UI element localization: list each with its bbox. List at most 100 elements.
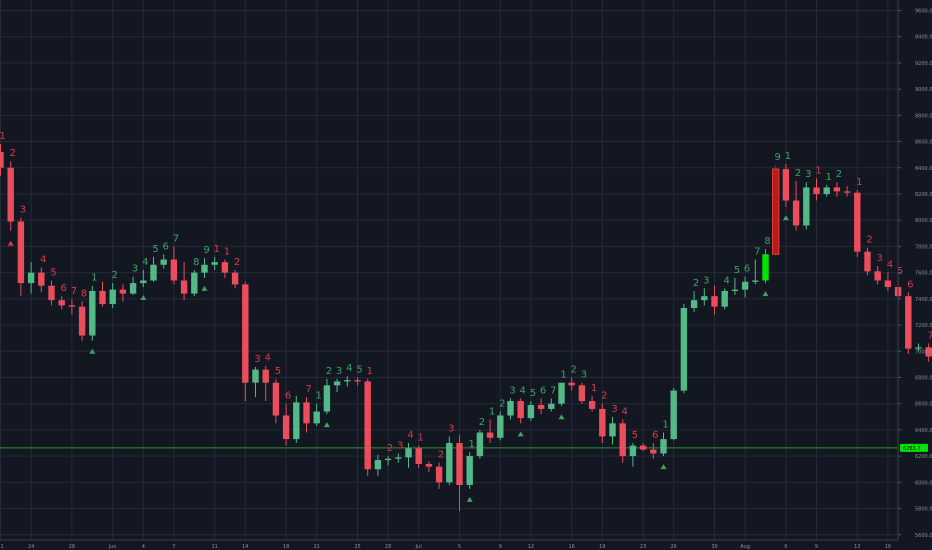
x-tick-label: 23 <box>640 544 646 550</box>
candle-body <box>129 283 137 294</box>
x-tick-label: 28 <box>69 544 75 550</box>
candle-body <box>282 415 290 440</box>
y-tick-label: 6200.0 <box>915 454 932 460</box>
buy-arrow-icon <box>517 431 524 437</box>
x-tick-label: 4 <box>142 544 145 550</box>
buy-setup-count: 3 <box>336 366 342 377</box>
candle-body <box>242 284 249 383</box>
price-axis[interactable]: 5600.05800.06000.06200.06400.06600.06800… <box>897 0 932 540</box>
y-tick-label: 5800.0 <box>915 507 932 513</box>
buy-setup-count: 6 <box>540 385 546 396</box>
candle-body <box>395 457 402 459</box>
candle-body <box>293 402 300 440</box>
candle-body <box>854 192 861 252</box>
sell-setup-count: 4 <box>40 254 46 265</box>
x-tick-label: 11 <box>212 544 218 550</box>
candle-body <box>884 280 892 288</box>
sell-setup-count: 2 <box>438 450 444 461</box>
buy-setup-count: 2 <box>479 417 485 428</box>
y-tick-label: 8200.0 <box>915 192 932 198</box>
buy-setup-count: 3 <box>509 385 515 396</box>
buy-setup-count: 7 <box>173 233 179 244</box>
buy-setup-count: 5 <box>530 388 536 399</box>
sell-setup-count: 1 <box>0 131 6 142</box>
candle-body <box>476 432 484 457</box>
candle-body <box>374 460 382 470</box>
candle-body <box>599 408 606 437</box>
candle-body <box>629 445 637 457</box>
candle-body <box>833 187 841 192</box>
candle-body <box>690 300 698 309</box>
candle-body <box>7 167 14 222</box>
sell-setup-count: 2 <box>866 235 872 246</box>
candle-body <box>191 272 198 294</box>
buy-setup-count: 2 <box>499 399 505 410</box>
sell-setup-count: 3 <box>20 205 26 216</box>
sell-setup-count: 2 <box>234 257 240 268</box>
sell-setup-count: 1 <box>591 383 597 394</box>
sell-setup-count: 6 <box>652 430 658 441</box>
y-tick-label: 9400.0 <box>915 35 932 41</box>
candle-body <box>874 271 881 281</box>
buy-arrow-icon <box>89 348 96 354</box>
y-tick-label: 6000.0 <box>915 480 932 486</box>
sell-setup-count: 4 <box>887 260 893 271</box>
buy-setup-count: 1 <box>91 273 97 284</box>
buy-setup-count: 6 <box>163 241 169 252</box>
buy-setup-count: 2 <box>693 278 699 289</box>
y-tick-label: 7600.0 <box>915 271 932 277</box>
buy-setup-count: 2 <box>836 169 842 180</box>
candle-body <box>211 262 218 265</box>
buy-setup-count: 3 <box>805 169 811 180</box>
buy-arrow-icon <box>762 291 769 297</box>
x-tick-label: 16 <box>569 544 575 550</box>
buy-setup-count: 3 <box>581 370 587 381</box>
buy-setup-count: 4 <box>520 385 526 396</box>
time-axis[interactable]: 21 24 28 Jun 4 7 11 14 18 21 25 28 Jul 5 9 12 16 19 23 26 30… <box>0 539 898 550</box>
candle-body <box>670 390 677 440</box>
y-tick-label: 7400.0 <box>915 297 932 303</box>
buy-setup-count: 1 <box>785 151 791 162</box>
candle-body <box>537 405 545 409</box>
x-tick-label: 14 <box>242 544 248 550</box>
candle-body <box>170 259 178 281</box>
candle-body <box>660 439 667 454</box>
x-tick-label: 21 <box>314 544 320 550</box>
buy-setup-count: 4 <box>724 275 730 286</box>
x-tick-label: Jul <box>415 544 422 550</box>
candle-body <box>803 187 810 226</box>
candle-body <box>486 432 494 438</box>
x-tick-label: 5 <box>458 544 461 550</box>
y-tick-label: 6600.0 <box>915 402 932 408</box>
candle-body <box>568 382 575 386</box>
candle-body <box>711 296 718 307</box>
buy-arrow-icon <box>140 295 147 301</box>
buy-setup-count: 6 <box>744 264 750 275</box>
buy-setup-count: 2 <box>326 366 332 377</box>
candle-body <box>48 285 55 301</box>
x-tick-label: 16 <box>885 544 891 550</box>
x-tick-label: 7 <box>172 544 175 550</box>
buy-setup-count: 9 <box>775 152 781 163</box>
y-tick-label: 8600.0 <box>915 140 932 146</box>
candle-body <box>109 289 116 305</box>
sell-setup-count: 7 <box>928 330 932 341</box>
candle-body <box>415 448 422 464</box>
candle-body <box>517 401 524 419</box>
candle-body <box>466 456 473 485</box>
y-tick-label: 8400.0 <box>915 166 932 172</box>
candle-body <box>650 449 657 454</box>
x-tick-label: 24 <box>28 544 34 550</box>
candle-body <box>456 443 463 485</box>
candle-body <box>915 347 922 349</box>
y-tick-label: 9600.0 <box>915 8 932 14</box>
candle-body <box>262 369 269 383</box>
y-tick-label: 8800.0 <box>915 113 932 119</box>
x-tick-label: 6 <box>784 544 787 550</box>
sell-setup-count: 1 <box>815 165 821 176</box>
sell-setup-count: 1 <box>214 244 220 255</box>
sell-setup-count: 4 <box>265 353 271 364</box>
candle-body <box>405 448 412 458</box>
candle-body <box>588 401 596 409</box>
